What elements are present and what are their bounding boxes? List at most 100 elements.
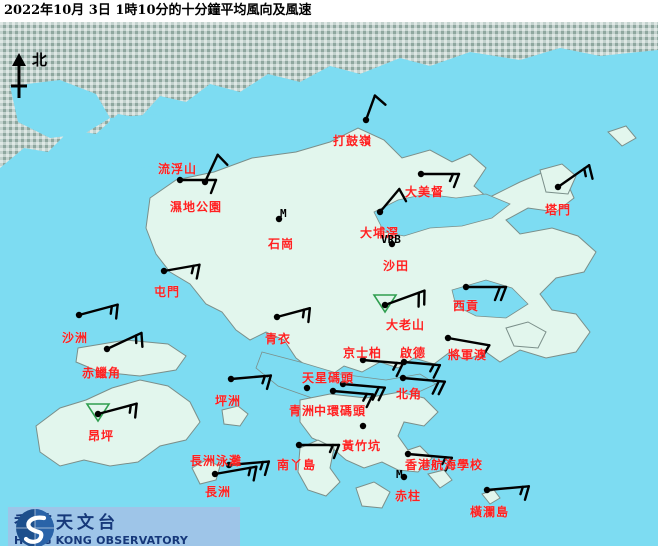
- barb-full-cheung-chau-beach-0: [263, 460, 271, 477]
- wind-barb-hk-sea-school[interactable]: [404, 450, 454, 472]
- station-label-kai-tak[interactable]: 啟德: [400, 346, 427, 360]
- hong-kong-island-land: [299, 391, 439, 473]
- station-label-tai-mei-tuk[interactable]: 大美督: [405, 185, 445, 199]
- station-label-tates-cairn[interactable]: 大老山: [386, 318, 426, 332]
- wind-barb-sha-tin[interactable]: [388, 240, 396, 248]
- barb-half-cheung-chau-beach-0: [259, 460, 265, 471]
- wind-barb-kings-park[interactable]: [359, 356, 405, 378]
- station-label-sha-tin[interactable]: 沙田: [383, 259, 410, 273]
- station-label-ta-kwu-ling[interactable]: 打鼓嶺: [333, 134, 373, 148]
- wind-barb-green-island[interactable]: [303, 384, 311, 392]
- station-label-waglan-island[interactable]: 橫瀾島: [470, 505, 510, 519]
- station-label-hk-sea-school[interactable]: 香港航海學校: [405, 458, 484, 472]
- barb-full-tap-mun-0: [587, 164, 594, 180]
- wind-barb-tseung-kwan-o[interactable]: [444, 334, 491, 359]
- lantau-island-land: [35, 379, 201, 467]
- barb-half-ngong-ping-0: [128, 404, 133, 414]
- wind-barb-peng-chau[interactable]: [227, 374, 273, 391]
- station-label-central-pier[interactable]: 中環碼頭: [314, 404, 367, 418]
- barb-half-tuen-mun-0: [190, 264, 195, 275]
- wind-barb-sai-kung[interactable]: [462, 283, 508, 302]
- station-dot-sha-tin: [388, 240, 396, 248]
- wind-barb-cheung-chau[interactable]: [211, 465, 258, 482]
- barb-full-star-ferry-0: [377, 386, 387, 402]
- barb-full-tseung-kwan-o-0: [480, 344, 491, 359]
- station-label-tai-po-kau[interactable]: 大埔滘: [360, 226, 400, 240]
- station-label-green-island[interactable]: 青洲: [289, 404, 316, 418]
- barb-full-kings-park-0: [395, 362, 405, 378]
- barb-full-sai-kung-0: [499, 285, 508, 302]
- wind-barb-sha-chau[interactable]: [75, 303, 119, 320]
- station-label-tap-mun[interactable]: 塔門: [545, 203, 572, 217]
- page-title: 2022年10月 3日 1時10分的十分鐘平均風向及風速: [0, 0, 658, 22]
- barb-full-north-point-1: [431, 379, 441, 395]
- lamma-island-land: [297, 439, 341, 497]
- wind-barb-tai-po-kau[interactable]: [376, 187, 408, 216]
- barb-full-tsing-yi-0: [307, 307, 312, 324]
- station-label-tuen-mun[interactable]: 屯門: [154, 285, 181, 299]
- wind-barb-lau-fau-shan[interactable]: [176, 176, 218, 195]
- wind-barb-tates-cairn[interactable]: [372, 289, 426, 314]
- barb-shaft-tai-po-kau: [378, 187, 401, 214]
- wind-barb-central-pier[interactable]: [329, 387, 375, 409]
- wind-barb-ngong-ping[interactable]: [85, 402, 138, 423]
- wind-barb-lamma-island[interactable]: [295, 441, 341, 460]
- mainland-china-area: [0, 22, 658, 168]
- wind-barb-tai-mei-tuk[interactable]: [417, 170, 461, 189]
- hk-wind-map[interactable]: 流浮山濕地公園石崗 打鼓嶺大美督大埔滘沙田 塔門西貢 屯門沙洲赤鱲角昂坪 青衣 大老山 京士…: [0, 22, 658, 546]
- barb-full-tuen-mun-0: [195, 263, 201, 280]
- barb-half-peng-chau-0: [261, 374, 267, 385]
- wind-barb-chek-lap-kok[interactable]: [103, 331, 144, 353]
- barb-shaft-hk-sea-school: [406, 452, 454, 460]
- station-label-sha-chau[interactable]: 沙洲: [62, 331, 89, 345]
- barb-full-peng-chau-0: [265, 374, 273, 391]
- barb-full-chek-lap-kok-0: [140, 331, 144, 349]
- station-label-tseung-kwan-o[interactable]: 將軍澳: [448, 348, 488, 362]
- station-label-lau-fau-shan[interactable]: 流浮山: [158, 162, 198, 176]
- station-label-tsing-yi[interactable]: 青衣: [265, 332, 292, 346]
- north-arrow: 北: [6, 52, 62, 100]
- annotation-sha-tin-vrb: VRB: [381, 233, 401, 246]
- station-label-shek-kong[interactable]: 石崗: [268, 237, 295, 251]
- station-label-peng-chau[interactable]: 坪洲: [215, 394, 242, 408]
- station-label-cheung-chau[interactable]: 長洲: [205, 485, 232, 499]
- station-label-lamma-island[interactable]: 南丫島: [277, 458, 317, 472]
- barb-half-waglan-island-0: [519, 485, 525, 496]
- station-label-stanley[interactable]: 赤柱: [395, 489, 422, 503]
- wind-barb-star-ferry[interactable]: [339, 380, 387, 402]
- wind-barb-north-point[interactable]: [399, 374, 447, 396]
- barb-shaft-tseung-kwan-o: [446, 336, 491, 347]
- wind-barb-wetland-park[interactable]: [201, 153, 229, 186]
- station-label-wong-chuk-hang[interactable]: 黃竹坑: [342, 439, 382, 453]
- wind-barb-cheung-chau-beach[interactable]: [225, 460, 271, 477]
- barb-half-hk-sea-school-0: [441, 456, 448, 466]
- station-label-cheung-chau-beach[interactable]: 長洲泳灘: [190, 454, 243, 468]
- wind-barb-stanley[interactable]: [400, 473, 408, 481]
- wind-barb-waglan-island[interactable]: [483, 485, 531, 501]
- wind-barb-tuen-mun[interactable]: [160, 263, 201, 280]
- wind-barb-shek-kong[interactable]: [275, 215, 283, 223]
- victoria-harbour-water: [255, 351, 437, 403]
- barb-full-sha-chau-0: [114, 303, 119, 320]
- station-label-wetland-park[interactable]: 濕地公園: [170, 200, 223, 214]
- tung-lung-island-land: [427, 469, 453, 489]
- station-dot-wong-chuk-hang: [359, 422, 367, 430]
- po-toi-island-land: [355, 481, 391, 509]
- wind-barb-ta-kwu-ling[interactable]: [362, 94, 387, 124]
- barb-half-sha-chau-0: [109, 305, 114, 315]
- wind-barb-kai-tak[interactable]: [400, 358, 442, 379]
- tolo-harbour-water: [373, 193, 511, 237]
- station-label-kings-park[interactable]: 京士柏: [343, 346, 383, 360]
- wind-barb-tap-mun[interactable]: [554, 164, 594, 191]
- station-label-chek-lap-kok[interactable]: 赤鱲角: [82, 366, 122, 380]
- station-label-star-ferry[interactable]: 天星碼頭: [302, 371, 355, 385]
- station-label-north-point[interactable]: 北角: [396, 387, 423, 401]
- north-label: 北: [32, 51, 48, 69]
- barb-half-tap-mun-0: [583, 167, 587, 178]
- north-arrow-icon: [11, 53, 27, 98]
- barb-full-kai-tak-0: [432, 363, 442, 379]
- wind-barb-wong-chuk-hang[interactable]: [359, 422, 367, 430]
- station-label-sai-kung[interactable]: 西貢: [453, 299, 480, 313]
- wind-barb-tsing-yi[interactable]: [273, 307, 312, 324]
- station-label-ngong-ping[interactable]: 昂坪: [88, 429, 115, 443]
